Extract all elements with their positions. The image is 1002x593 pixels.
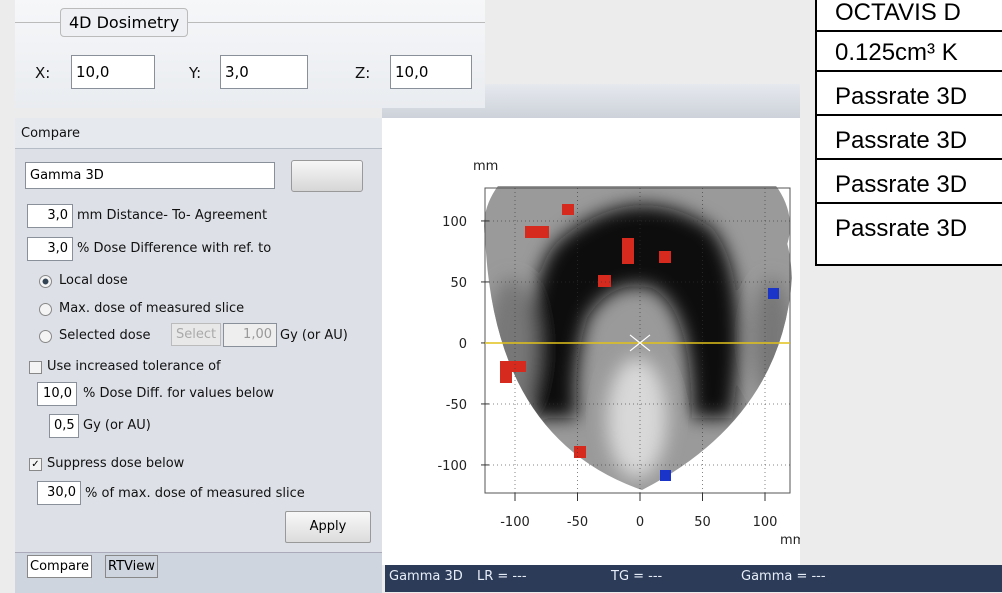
unit-label: Gy (or AU)	[83, 418, 151, 433]
x-tick-label: 0	[636, 515, 644, 530]
y-tick-label: 0	[459, 337, 467, 352]
radio-label: Selected dose	[59, 328, 150, 343]
tolerance-input[interactable]: 10,0	[37, 382, 77, 406]
status-item: TG = ---	[611, 569, 662, 584]
suppress-label: % of max. dose of measured slice	[85, 486, 305, 501]
select-button[interactable]: Select	[171, 323, 221, 346]
field-label: Y:	[189, 64, 201, 82]
radio[interactable]	[39, 275, 52, 288]
radio-label: Max. dose of measured slice	[59, 301, 244, 316]
selected-input[interactable]: 1,00	[223, 323, 277, 347]
tab[interactable]: Compare	[27, 555, 92, 578]
y-unit: mm	[473, 159, 498, 174]
table-row: Passrate 3D	[817, 122, 1002, 160]
table-row: OCTAVIS D	[817, 0, 1002, 32]
x-unit: mm	[780, 533, 800, 548]
x-tick-label: -100	[500, 515, 530, 530]
tolerance-label: % Dose Diff. for values below	[83, 386, 274, 401]
x-tick-label: 50	[694, 515, 711, 530]
apply-button[interactable]: Apply	[285, 511, 371, 543]
field-label: X:	[35, 64, 50, 82]
header-panel: 4D Dosimetry X: 10,0 Y: 3,0 Z: 10,0	[15, 0, 485, 108]
table-row: Passrate 3D	[817, 210, 1002, 248]
compare-panel: Compare Gamma 3D 3,0 mm Distance- To- Ag…	[15, 118, 382, 592]
suppress-input[interactable]: 30,0	[37, 481, 81, 505]
unit-label: Gy (or AU)	[280, 328, 348, 343]
status-item: LR = ---	[477, 569, 527, 584]
tolerance-dose-input[interactable]: 0,5	[49, 414, 79, 438]
radio-label: Local dose	[59, 273, 128, 288]
y-tick-label: -50	[446, 398, 467, 413]
field-input[interactable]: 3,0	[220, 55, 308, 89]
table-row: Passrate 3D	[817, 78, 1002, 116]
settings-button[interactable]	[291, 160, 363, 192]
radio[interactable]	[39, 303, 52, 316]
panel-title: Compare	[21, 126, 80, 141]
status-bar: Gamma 3D LR = --- TG = --- Gamma = ---	[385, 565, 1002, 592]
status-item: Gamma = ---	[741, 569, 826, 584]
table-row: 0.125cm³ K	[817, 34, 1002, 72]
x-tick-label: -50	[567, 515, 588, 530]
result-table: OCTAVIS D 0.125cm³ K Passrate 3D Passrat…	[815, 0, 1002, 266]
dta-label: mm Distance- To- Agreement	[77, 208, 267, 223]
field-input[interactable]: 10,0	[71, 55, 155, 89]
x-tick-label: 100	[753, 515, 778, 530]
tab[interactable]: RTView	[105, 555, 158, 578]
table-row: Passrate 3D	[817, 166, 1002, 204]
method-dropdown[interactable]: Gamma 3D	[25, 162, 275, 189]
checkbox-label: Use increased tolerance of	[47, 359, 221, 374]
checkbox-label: Suppress dose below	[47, 456, 184, 471]
dta-input[interactable]: 3,0	[27, 204, 73, 228]
y-tick-label: 50	[450, 276, 467, 291]
y-tick-label: -100	[437, 459, 467, 474]
y-tick-label: 100	[442, 215, 467, 230]
checkbox[interactable]: ✓	[29, 458, 42, 471]
dose-diff-label: % Dose Difference with ref. to	[77, 241, 271, 256]
dose-diff-input[interactable]: 3,0	[27, 237, 73, 261]
field-input[interactable]: 10,0	[390, 55, 472, 89]
field-label: Z:	[355, 64, 370, 82]
checkbox[interactable]	[29, 361, 42, 374]
header-title: 4D Dosimetry	[60, 8, 188, 37]
radio[interactable]	[39, 330, 52, 343]
screen: OCTAVIS D 0.125cm³ K Passrate 3D Passrat…	[0, 0, 1002, 592]
status-item: Gamma 3D	[389, 569, 463, 584]
